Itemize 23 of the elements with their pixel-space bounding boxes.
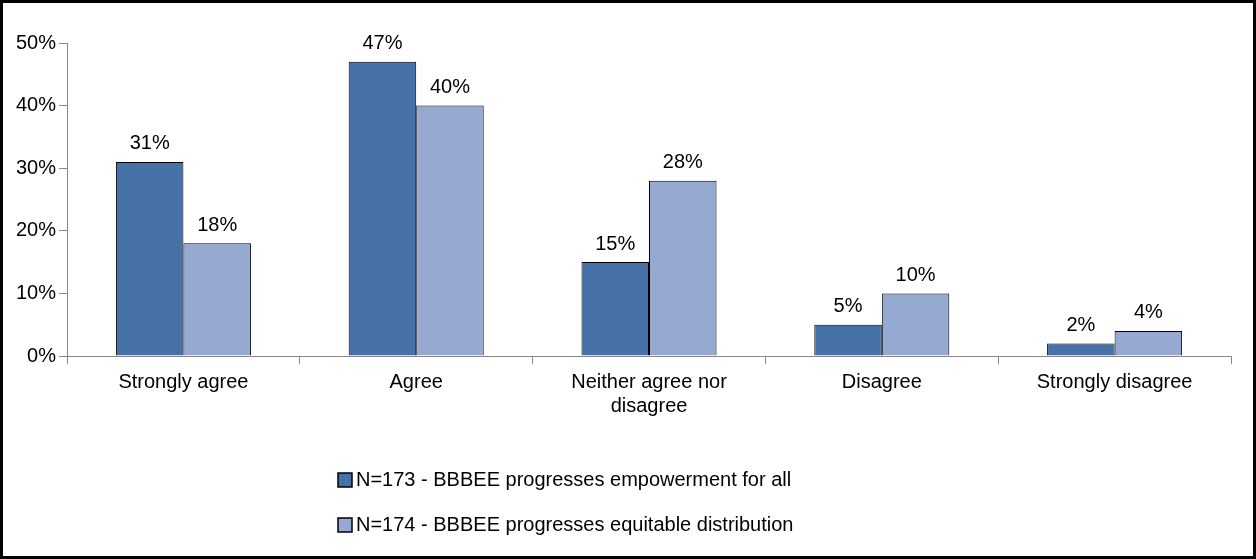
x-tick-label: Neither agree nor disagree — [571, 369, 728, 416]
x-tick-label: Strongly disagree — [1036, 369, 1193, 392]
y-tick-label: 20% — [16, 218, 57, 241]
x-tick-label: Agree — [389, 369, 443, 392]
text: 5% — [833, 294, 863, 317]
text: 28% — [662, 150, 703, 173]
text: 2% — [1066, 313, 1096, 335]
y-tick-label: 10% — [16, 280, 57, 303]
text: 4% — [1133, 300, 1163, 323]
text: 15% — [595, 231, 636, 254]
legend-label: N=174 - BBBEE progresses equitable distribution — [356, 512, 794, 535]
y-tick-label: 40% — [16, 93, 57, 116]
y-tick-label: 50% — [16, 30, 57, 53]
y-tick-label: 0% — [27, 343, 57, 366]
text: 47% — [362, 31, 403, 54]
x-tick-label: Disagree — [841, 369, 922, 392]
text: 10% — [895, 262, 936, 285]
text: 31% — [129, 131, 170, 154]
text: 40% — [429, 75, 470, 98]
legend-label: N=173 - BBBEE progresses empowerment for all — [356, 467, 792, 490]
x-tick-label: Strongly agree — [118, 369, 249, 392]
text: 18% — [197, 212, 238, 235]
y-tick-label: 30% — [16, 155, 57, 178]
